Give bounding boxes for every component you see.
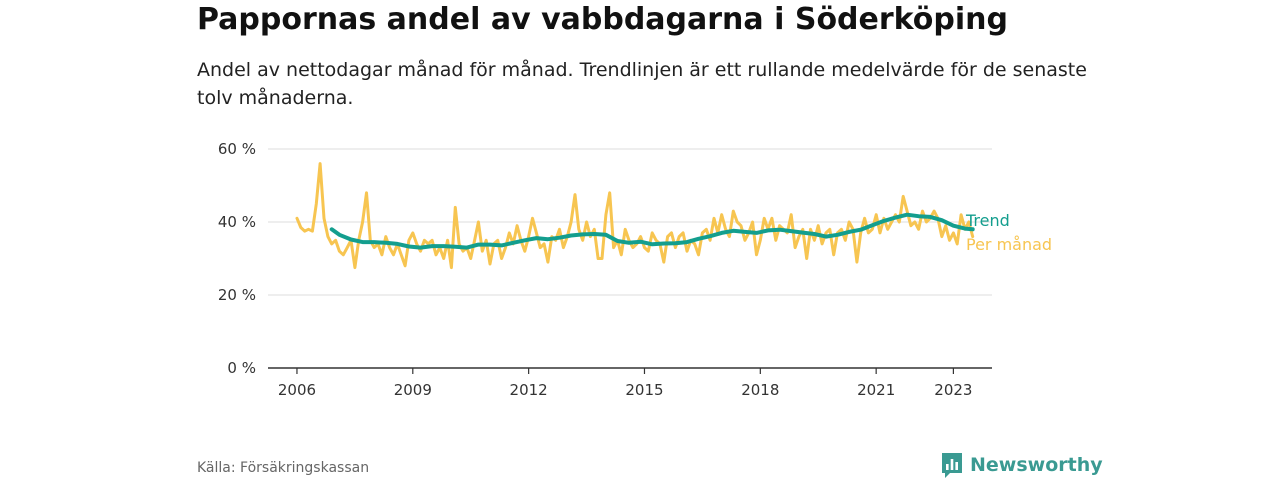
x-tick-label: 2015 bbox=[625, 381, 663, 399]
x-tick-label: 2018 bbox=[741, 381, 779, 399]
x-tick-label: 2012 bbox=[510, 381, 548, 399]
brand-logo: Newsworthy bbox=[940, 451, 1103, 479]
y-tick-label: 20 % bbox=[218, 286, 256, 304]
source-note: Källa: Försäkringskassan bbox=[197, 460, 370, 476]
chart-subtitle: Andel av nettodagar månad för månad. Tre… bbox=[197, 59, 1087, 109]
trend-label: Trend bbox=[965, 211, 1010, 230]
brand-name: Newsworthy bbox=[970, 454, 1103, 476]
x-tick-label: 2021 bbox=[857, 381, 895, 399]
trend-line bbox=[329, 212, 975, 250]
y-tick-label: 40 % bbox=[218, 213, 256, 231]
series-lines bbox=[295, 162, 975, 270]
x-tick-label: 2023 bbox=[934, 381, 972, 399]
newsworthy-logo-icon bbox=[942, 453, 962, 478]
monthly-line bbox=[295, 162, 975, 270]
y-tick-label: 0 % bbox=[227, 359, 256, 377]
y-axis-ticks: 0 % 20 % 40 % 60 % bbox=[218, 140, 256, 377]
x-tick-label: 2009 bbox=[394, 381, 432, 399]
x-axis-ticks: 2006 2009 2012 2015 2018 2021 2023 bbox=[278, 368, 972, 399]
grid bbox=[268, 148, 992, 369]
y-tick-label: 60 % bbox=[218, 140, 256, 158]
chart-title: Pappornas andel av vabbdagarna i Söderkö… bbox=[197, 2, 1009, 37]
monthly-label: Per månad bbox=[966, 235, 1052, 254]
series-labels: Trend Per månad bbox=[965, 211, 1052, 254]
x-tick-label: 2006 bbox=[278, 381, 316, 399]
